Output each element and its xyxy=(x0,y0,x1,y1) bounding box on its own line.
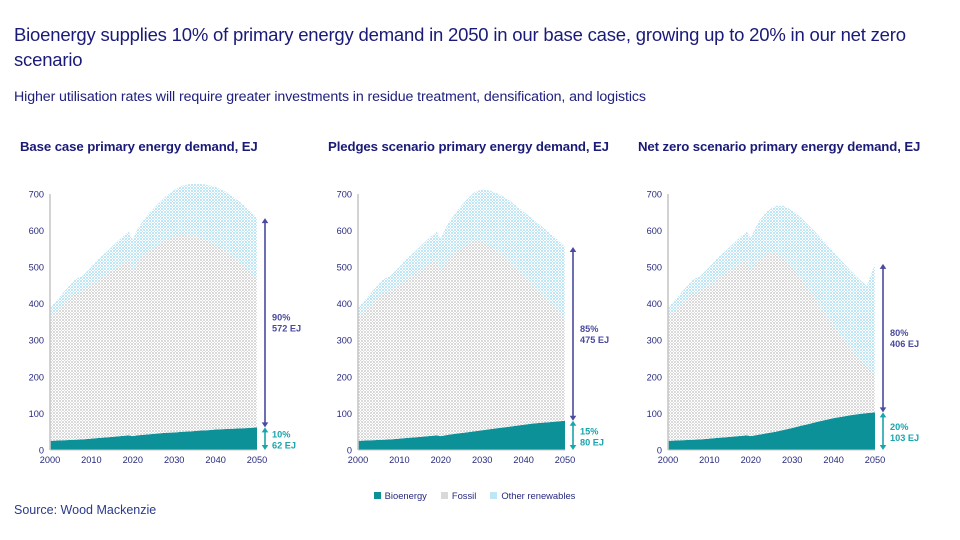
svg-text:400: 400 xyxy=(29,299,44,309)
svg-text:2040: 2040 xyxy=(513,455,533,465)
svg-text:572 EJ: 572 EJ xyxy=(272,324,301,334)
svg-text:2000: 2000 xyxy=(658,455,678,465)
chart-title-pledges: Pledges scenario primary energy demand, … xyxy=(328,139,609,154)
svg-text:406 EJ: 406 EJ xyxy=(890,339,919,349)
svg-text:2010: 2010 xyxy=(699,455,719,465)
svg-text:0: 0 xyxy=(657,445,662,455)
svg-text:0: 0 xyxy=(39,445,44,455)
svg-text:300: 300 xyxy=(337,336,352,346)
chart-panel-base-case: Base case primary energy demand, EJ 0 100… xyxy=(14,138,319,488)
svg-text:2010: 2010 xyxy=(81,455,101,465)
svg-text:2030: 2030 xyxy=(782,455,802,465)
chart-panel-pledges: Pledges scenario primary energy demand, … xyxy=(322,138,627,488)
svg-text:2050: 2050 xyxy=(555,455,575,465)
svg-text:2050: 2050 xyxy=(247,455,267,465)
svg-text:0: 0 xyxy=(347,445,352,455)
svg-text:500: 500 xyxy=(337,263,352,273)
svg-text:2020: 2020 xyxy=(741,455,761,465)
svg-text:2000: 2000 xyxy=(40,455,60,465)
svg-text:600: 600 xyxy=(647,226,662,236)
source-note: Source: Wood Mackenzie xyxy=(14,503,157,517)
svg-text:2040: 2040 xyxy=(823,455,843,465)
legend-item-other-renewables: Other renewables xyxy=(490,490,575,501)
legend-item-bioenergy: Bioenergy xyxy=(373,489,427,501)
svg-text:300: 300 xyxy=(647,336,662,346)
svg-text:80%: 80% xyxy=(890,328,908,338)
svg-text:600: 600 xyxy=(337,226,352,236)
chart-title-net-zero: Net zero scenario primary energy demand,… xyxy=(638,139,921,154)
svg-text:400: 400 xyxy=(647,299,662,309)
svg-text:100: 100 xyxy=(337,409,352,419)
svg-text:2000: 2000 xyxy=(348,455,368,465)
svg-text:475 EJ: 475 EJ xyxy=(580,335,609,345)
svg-text:2010: 2010 xyxy=(389,455,409,465)
svg-text:2020: 2020 xyxy=(123,455,143,465)
svg-text:100: 100 xyxy=(647,409,662,419)
legend-label-other-renewables: Other renewables xyxy=(501,489,576,501)
svg-text:80 EJ: 80 EJ xyxy=(580,437,604,447)
svg-text:200: 200 xyxy=(647,372,662,382)
svg-text:90%: 90% xyxy=(272,313,290,323)
svg-text:62 EJ: 62 EJ xyxy=(272,441,296,451)
legend-swatch-fossil xyxy=(440,491,448,499)
legend-item-fossil: Fossil xyxy=(440,489,477,501)
svg-text:700: 700 xyxy=(647,189,662,199)
svg-text:10%: 10% xyxy=(272,430,290,440)
svg-text:200: 200 xyxy=(337,372,352,382)
svg-text:200: 200 xyxy=(29,372,44,382)
chart-plot-base-case: 0 100 200 300 400 500 600 700 2000 2010 2020 2030 20… xyxy=(14,184,319,476)
legend-label-bioenergy: Bioenergy xyxy=(384,489,427,501)
chart-legend: Bioenergy Fossil Other renewables xyxy=(322,487,627,503)
svg-text:300: 300 xyxy=(29,336,44,346)
svg-text:500: 500 xyxy=(647,263,662,273)
svg-text:500: 500 xyxy=(29,263,44,273)
legend-swatch-bioenergy xyxy=(373,491,381,499)
svg-text:600: 600 xyxy=(29,226,44,236)
chart-panel-net-zero: Net zero scenario primary energy demand,… xyxy=(632,138,937,488)
svg-text:100: 100 xyxy=(29,409,44,419)
svg-text:2020: 2020 xyxy=(431,455,451,465)
svg-text:700: 700 xyxy=(29,189,44,199)
svg-text:2030: 2030 xyxy=(472,455,492,465)
legend-label-fossil: Fossil xyxy=(451,489,477,501)
svg-text:85%: 85% xyxy=(580,324,598,334)
svg-text:2050: 2050 xyxy=(865,455,885,465)
svg-text:700: 700 xyxy=(337,189,352,199)
svg-text:2040: 2040 xyxy=(205,455,225,465)
legend-swatch-other-renewables xyxy=(490,491,498,499)
svg-text:15%: 15% xyxy=(580,426,598,436)
page-title: Bioenergy supplies 10% of primary energy… xyxy=(14,24,906,70)
svg-text:20%: 20% xyxy=(890,422,908,432)
svg-text:400: 400 xyxy=(337,299,352,309)
chart-plot-pledges: 0 100 200 300 400 500 600 700 2000 2010 2020 2030 20… xyxy=(322,184,627,476)
chart-title-base-case: Base case primary energy demand, EJ xyxy=(20,139,258,154)
page-subtitle: Higher utilisation rates will require gr… xyxy=(14,89,646,105)
svg-text:2030: 2030 xyxy=(164,455,184,465)
chart-plot-net-zero: 0 100 200 300 400 500 600 700 2000 2010 2020 2030 20… xyxy=(632,184,937,476)
svg-text:103 EJ: 103 EJ xyxy=(890,433,919,443)
